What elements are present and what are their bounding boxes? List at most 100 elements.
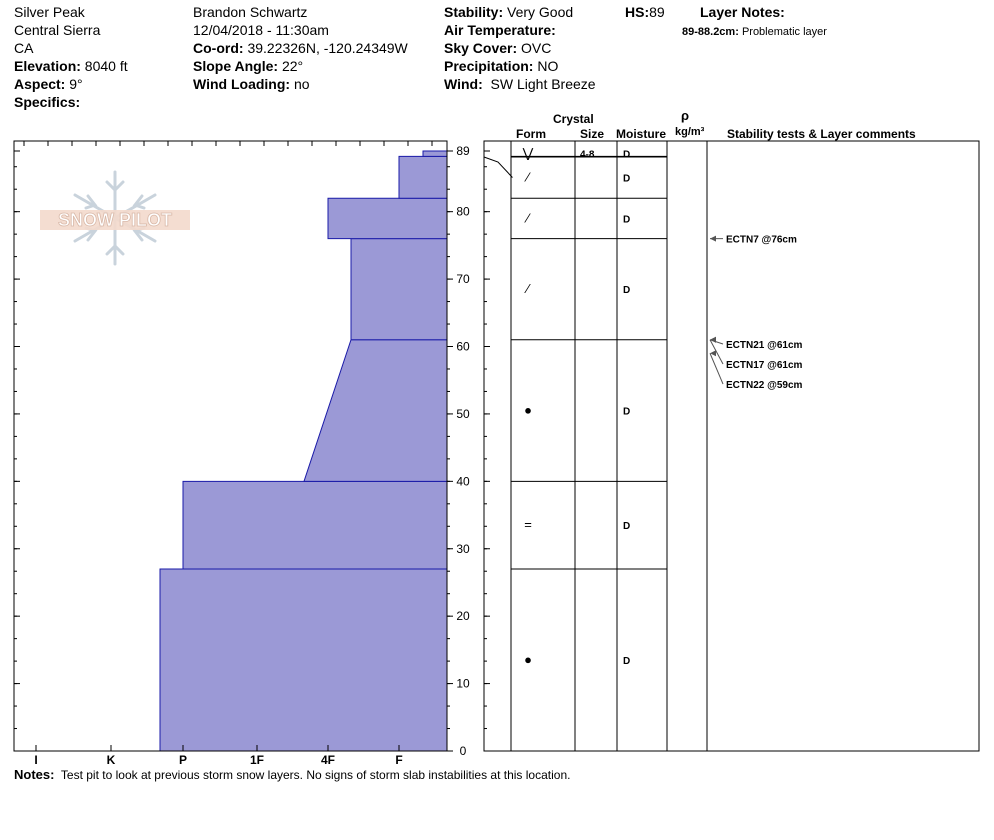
form-header: Form [516, 127, 546, 141]
y-tick-label: 40 [456, 474, 470, 488]
aspect-value: 9° [69, 76, 83, 92]
stability-field: Stability: Very Good [444, 3, 573, 21]
y-tick-label: 60 [456, 340, 470, 354]
aspect-field: Aspect: 9° [14, 75, 83, 93]
hardness-bar [182, 480, 448, 570]
crystal-size: 4-8 [580, 150, 595, 161]
coord-field: Co-ord: 39.22326N, -120.24349W [193, 39, 408, 57]
size-header: Size [580, 127, 605, 141]
hardness-scale-label: 1F [250, 753, 264, 767]
hardness-bar [398, 155, 448, 199]
crystal-form-symbol: ⁄ [524, 169, 531, 184]
stability-test-label: ECTN17 @61cm [726, 360, 803, 371]
y-tick-label: 10 [456, 677, 470, 691]
observation-datetime: 12/04/2018 - 11:30am [193, 22, 329, 38]
slope-label: Slope Angle: [193, 58, 279, 74]
hs-value: 89 [649, 4, 665, 20]
hardness-bar [350, 238, 448, 341]
y-tick-label: 0 [460, 744, 467, 758]
y-tick-label: 50 [456, 407, 470, 421]
crystal-form-symbol: ● [524, 403, 532, 418]
test-arrow [709, 353, 724, 385]
stability-value: Very Good [507, 4, 574, 20]
slope-field: Slope Angle: 22° [193, 57, 303, 75]
hs-label: HS: [625, 4, 650, 20]
crystal-form-symbol: ⁄ [524, 210, 531, 225]
moisture-value: D [623, 285, 630, 296]
mountain-range: Central Sierra [14, 22, 101, 38]
comments-header: Stability tests & Layer comments [727, 127, 916, 141]
elevation-field: Elevation: 8040 ft [14, 57, 128, 75]
notes: Notes: Test pit to look at previous stor… [14, 766, 570, 784]
hardness-bar [303, 339, 448, 482]
coord-label: Co-ord: [193, 40, 244, 56]
y-tick-label: 80 [456, 205, 470, 219]
layer-note: 89-88.2cm: Problematic layer [682, 23, 827, 41]
layer-table-frame [483, 140, 980, 752]
crystal-form-symbol: ⋁ [522, 146, 534, 161]
moisture-value: D [623, 407, 630, 418]
layer-notes-label: Layer Notes: [700, 4, 785, 20]
wind-label: Wind: [444, 76, 483, 92]
hardness-scale-label: I [34, 753, 37, 767]
layer-note-text: Problematic layer [741, 26, 827, 38]
observer-name: Brandon Schwartz [193, 4, 308, 20]
test-arrowhead [710, 350, 716, 357]
moisture-value: D [623, 173, 630, 184]
hs-field: HS:89 [625, 3, 665, 21]
hardness-scale-label: 4F [321, 753, 335, 767]
precipitation-field: Precipitation: NO [444, 57, 558, 75]
stability-test-label: ECTN7 @76cm [726, 235, 797, 246]
air-temperature-label: Air Temperature: [444, 22, 556, 38]
test-arrowhead [710, 336, 716, 343]
wind-field: Wind: SW Light Breeze [444, 75, 596, 93]
y-tick-label: 30 [456, 542, 470, 556]
hardness-bar [327, 197, 448, 240]
location-name: Silver Peak [14, 4, 85, 20]
moisture-value: D [623, 521, 630, 532]
specifics-label: Specifics: [14, 94, 81, 110]
test-arrowhead [710, 235, 716, 242]
elevation-label: Elevation: [14, 58, 81, 74]
slope-value: 22° [281, 58, 304, 74]
crystal-form-symbol: = [524, 517, 532, 532]
crystal-form-symbol: ⁄ [524, 281, 531, 296]
sky-cover-value: OVC [521, 40, 552, 56]
moisture-value: D [623, 150, 630, 161]
elevation-value: 8040 ft [84, 58, 128, 74]
layer-note-range: 89-88.2cm: [682, 26, 739, 38]
hardness-bar [159, 568, 448, 752]
test-arrow [709, 339, 724, 365]
layer-connector [483, 156, 514, 178]
hardness-scale-label: F [395, 753, 402, 767]
precipitation-label: Precipitation: [444, 58, 534, 74]
moisture-value: D [623, 214, 630, 225]
rho-header: ρ [681, 108, 690, 123]
hardness-bar [422, 150, 448, 157]
aspect-label: Aspect: [14, 76, 66, 92]
precipitation-value: NO [537, 58, 559, 74]
wind-loading-label: Wind Loading: [193, 76, 291, 92]
notes-label: Notes: [14, 767, 55, 782]
stability-test-label: ECTN21 @61cm [726, 340, 803, 351]
y-tick-label: 20 [456, 609, 470, 623]
hardness-scale-label: P [179, 753, 187, 767]
wind-loading-value: no [293, 76, 310, 92]
wind-value: SW Light Breeze [490, 76, 596, 92]
crystal-form-symbol: ● [524, 652, 532, 667]
moisture-header: Moisture [616, 127, 667, 141]
sky-cover-field: Sky Cover: OVC [444, 39, 551, 57]
density-unit-header: kg/m³ [675, 126, 705, 138]
y-tick-label: 89 [456, 144, 470, 158]
wind-loading-field: Wind Loading: no [193, 75, 310, 93]
notes-text: Test pit to look at previous storm snow … [60, 768, 571, 782]
coord-value: 39.22326N, -120.24349W [247, 40, 408, 56]
y-tick-label: 70 [456, 272, 470, 286]
sky-cover-label: Sky Cover: [444, 40, 518, 56]
stability-label: Stability: [444, 4, 504, 20]
stability-test-label: ECTN22 @59cm [726, 380, 803, 391]
crystal-header: Crystal [553, 112, 594, 126]
hardness-plot-frame [13, 140, 448, 752]
moisture-value: D [623, 656, 630, 667]
